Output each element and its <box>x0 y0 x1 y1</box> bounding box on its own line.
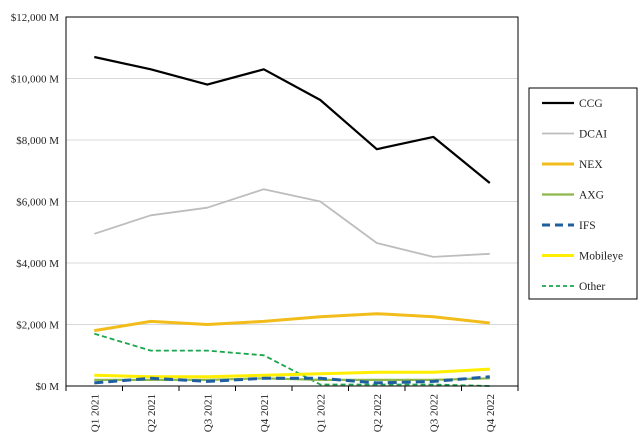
y-tick-label: $2,000 M <box>16 320 59 332</box>
x-tick-label: Q3 2022 <box>428 394 440 432</box>
x-tick-label: Q1 2021 <box>89 394 101 432</box>
legend-label-mobileye: Mobileye <box>579 251 623 263</box>
gridlines <box>66 78 518 325</box>
legend-label-axg: AXG <box>579 190 604 202</box>
x-tick-label: Q4 2021 <box>259 394 271 432</box>
x-tick-label: Q3 2021 <box>202 394 214 432</box>
series-lines <box>94 55 491 387</box>
x-axis-tick-labels: Q1 2021 Q2 2021 Q3 2021 Q4 2021 Q1 2022 Q2 20… <box>65 386 519 432</box>
series-line-other <box>94 332 490 387</box>
y-tick-label: $4,000 M <box>16 258 59 270</box>
legend: CCG DCAI NEX AXG IFS Mobileye Other <box>528 87 638 300</box>
y-tick-label: $0 M <box>35 381 59 393</box>
legend-label-other: Other <box>579 281 605 293</box>
y-tick-label: $8,000 M <box>16 135 59 147</box>
y-tick-label: $10,000 M <box>11 74 60 86</box>
series-line-nex <box>94 312 490 333</box>
x-tick-label: Q2 2022 <box>372 394 384 432</box>
y-axis-tick-labels: $0 M $2,000 M $4,000 M $6,000 M $8,000 M $10,… <box>11 12 60 393</box>
y-tick-label: $12,000 M <box>11 12 60 24</box>
x-tick-label: Q4 2022 <box>485 394 497 432</box>
legend-label-ccg: CCG <box>579 98 603 110</box>
y-tick-label: $6,000 M <box>16 197 59 209</box>
series-line-mobileye <box>94 367 490 379</box>
legend-label-ifs: IFS <box>579 220 596 232</box>
x-tick-label: Q2 2021 <box>146 394 158 432</box>
plot-area-border <box>65 16 519 387</box>
series-line-dcai <box>94 188 490 258</box>
series-line-ccg <box>94 55 491 184</box>
legend-label-dcai: DCAI <box>579 129 607 141</box>
series-line-ifs <box>94 375 490 385</box>
legend-label-nex: NEX <box>579 159 603 171</box>
x-tick-label: Q1 2022 <box>315 394 327 432</box>
